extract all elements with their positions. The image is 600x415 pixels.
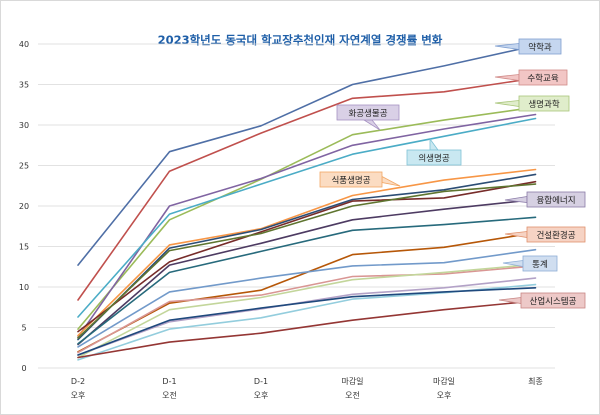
callout-label: 화공생물공: [348, 108, 387, 119]
y-tick-label: 5: [21, 324, 26, 333]
series-callout: 약학과: [494, 38, 562, 55]
callout-label: 약학과: [528, 42, 552, 53]
series-line: [77, 77, 537, 301]
series-callouts: 약학과수학교육생명과학화공생물공의생명공식품생명공융합에너지건설환경공통계산업시…: [319, 38, 586, 309]
y-tick-label: 25: [19, 162, 29, 171]
callout-label: 융합에너지: [536, 195, 575, 206]
callout-box: [522, 255, 558, 272]
series-callout: 건설환경공: [504, 226, 586, 243]
series-line: [77, 263, 537, 359]
callout-box: [319, 171, 383, 188]
series-callout: 산업시스템공: [498, 292, 586, 309]
x-tick-label: 오후: [437, 391, 452, 400]
series-callout: 생명과학: [494, 95, 570, 112]
series-line: [77, 113, 537, 339]
x-tick-label: 오후: [71, 391, 86, 400]
x-tick-label: 오후: [254, 391, 269, 400]
x-tick-label: 마감일: [433, 376, 455, 386]
callout-box: [520, 292, 586, 309]
callout-label: 생명과학: [528, 99, 559, 110]
series-line: [77, 106, 537, 330]
series-line: [77, 173, 537, 341]
callout-box: [526, 226, 586, 243]
x-tick-label: 최종: [528, 376, 543, 386]
callout-box: [518, 38, 562, 55]
y-tick-label: 10: [19, 283, 29, 292]
series-line: [77, 286, 537, 356]
y-tick-label: 15: [19, 243, 29, 252]
series-callout: 융합에너지: [504, 191, 586, 208]
x-tick-label: D-1: [254, 377, 268, 386]
x-tick-label: 마감일: [341, 376, 363, 386]
callout-label: 수학교육: [527, 73, 558, 84]
series-callout: 화공생물공: [336, 104, 400, 131]
series-line: [77, 44, 537, 266]
callout-box: [518, 95, 570, 112]
series-callout: 수학교육: [494, 69, 568, 86]
y-tick-label: 40: [19, 40, 29, 49]
callout-label: 통계: [532, 259, 548, 270]
y-axis: 0 5 10 15 20 25 30 35 40: [19, 40, 29, 373]
series-line: [77, 183, 537, 339]
series-line: [77, 168, 537, 337]
callout-box: [526, 191, 586, 208]
series-callout: 식품생명공: [319, 171, 401, 188]
y-tick-label: 30: [19, 121, 29, 130]
callout-label: 건설환경공: [536, 230, 575, 241]
x-tick-label: 오전: [345, 390, 360, 400]
x-tick-label: D-2: [71, 377, 85, 386]
series-line: [77, 198, 537, 346]
y-tick-label: 20: [19, 202, 29, 211]
series-line: [77, 248, 537, 348]
series-line: [77, 265, 537, 354]
series-line: [77, 216, 537, 345]
series-callout: 통계: [502, 255, 558, 272]
y-tick-label: 0: [21, 364, 26, 373]
y-tick-label: 35: [19, 81, 29, 90]
callout-label: 의생명공: [418, 153, 449, 164]
chart-title: 2023학년도 동국대 학교장추천인재 자연계열 경쟁률 변화: [158, 33, 443, 47]
callout-box: [336, 104, 400, 121]
series-line: [77, 180, 537, 333]
x-tick-label: D-1: [162, 377, 176, 386]
callout-label: 산업시스템공: [530, 296, 577, 307]
series-line: [77, 299, 537, 359]
x-tick-label: 오전: [162, 390, 177, 400]
series-callout: 의생명공: [406, 137, 462, 166]
callout-label: 식품생명공: [331, 175, 370, 186]
series-line: [77, 117, 537, 318]
callout-box: [518, 69, 568, 86]
series-lines: [77, 44, 537, 361]
callout-box: [406, 149, 462, 166]
